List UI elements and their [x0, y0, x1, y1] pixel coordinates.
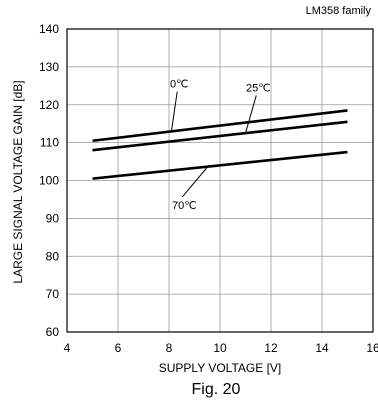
series-line [92, 120, 348, 152]
series-lines [92, 109, 348, 180]
plot-frame [66, 28, 374, 333]
x-axis-title: SUPPLY VOLTAGE [V] [159, 361, 282, 375]
y-tick-label: 100 [39, 174, 59, 188]
grid-lines [67, 29, 373, 332]
x-tick-label: 14 [315, 341, 329, 355]
y-tick-labels: 60 70 80 90 100 110 120 130 140 [39, 22, 59, 339]
series-line [92, 109, 348, 143]
x-tick-label: 4 [64, 341, 71, 355]
y-tick-label: 60 [46, 325, 60, 339]
y-tick-label: 140 [39, 22, 59, 36]
series-label: 25℃ [246, 82, 271, 94]
x-tick-label: 6 [115, 341, 122, 355]
y-tick-label: 70 [46, 287, 60, 301]
y-tick-label: 110 [40, 136, 59, 150]
y-tick-label: 90 [46, 211, 60, 225]
leader-line [171, 91, 178, 131]
series-label: 70℃ [172, 200, 197, 212]
y-tick-label: 80 [46, 249, 60, 263]
leader-line [181, 166, 208, 198]
annotations: 0℃ 25℃ 70℃ [170, 79, 271, 212]
figure-caption: Fig. 20 [192, 381, 241, 398]
part-family-label: LM358 family [306, 5, 372, 17]
y-tick-label: 120 [39, 98, 59, 112]
x-tick-label: 12 [264, 341, 278, 355]
x-tick-label: 10 [213, 341, 227, 355]
series-line [92, 150, 348, 180]
y-axis-title: LARGE SIGNAL VOLTAGE GAIN [dB] [11, 80, 25, 283]
x-tick-label: 16 [366, 341, 378, 355]
leader-line [245, 95, 257, 134]
x-tick-label: 8 [166, 341, 173, 355]
y-tick-label: 130 [39, 60, 59, 74]
x-tick-labels: 4 6 8 10 12 14 16 [64, 341, 378, 355]
series-label: 0℃ [170, 79, 188, 91]
